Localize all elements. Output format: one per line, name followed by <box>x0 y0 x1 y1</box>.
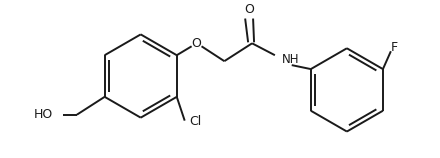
Text: NH: NH <box>282 53 299 66</box>
Text: F: F <box>390 41 397 54</box>
Text: O: O <box>192 37 202 50</box>
Text: HO: HO <box>34 108 53 121</box>
Text: Cl: Cl <box>190 115 202 128</box>
Text: O: O <box>244 3 254 16</box>
